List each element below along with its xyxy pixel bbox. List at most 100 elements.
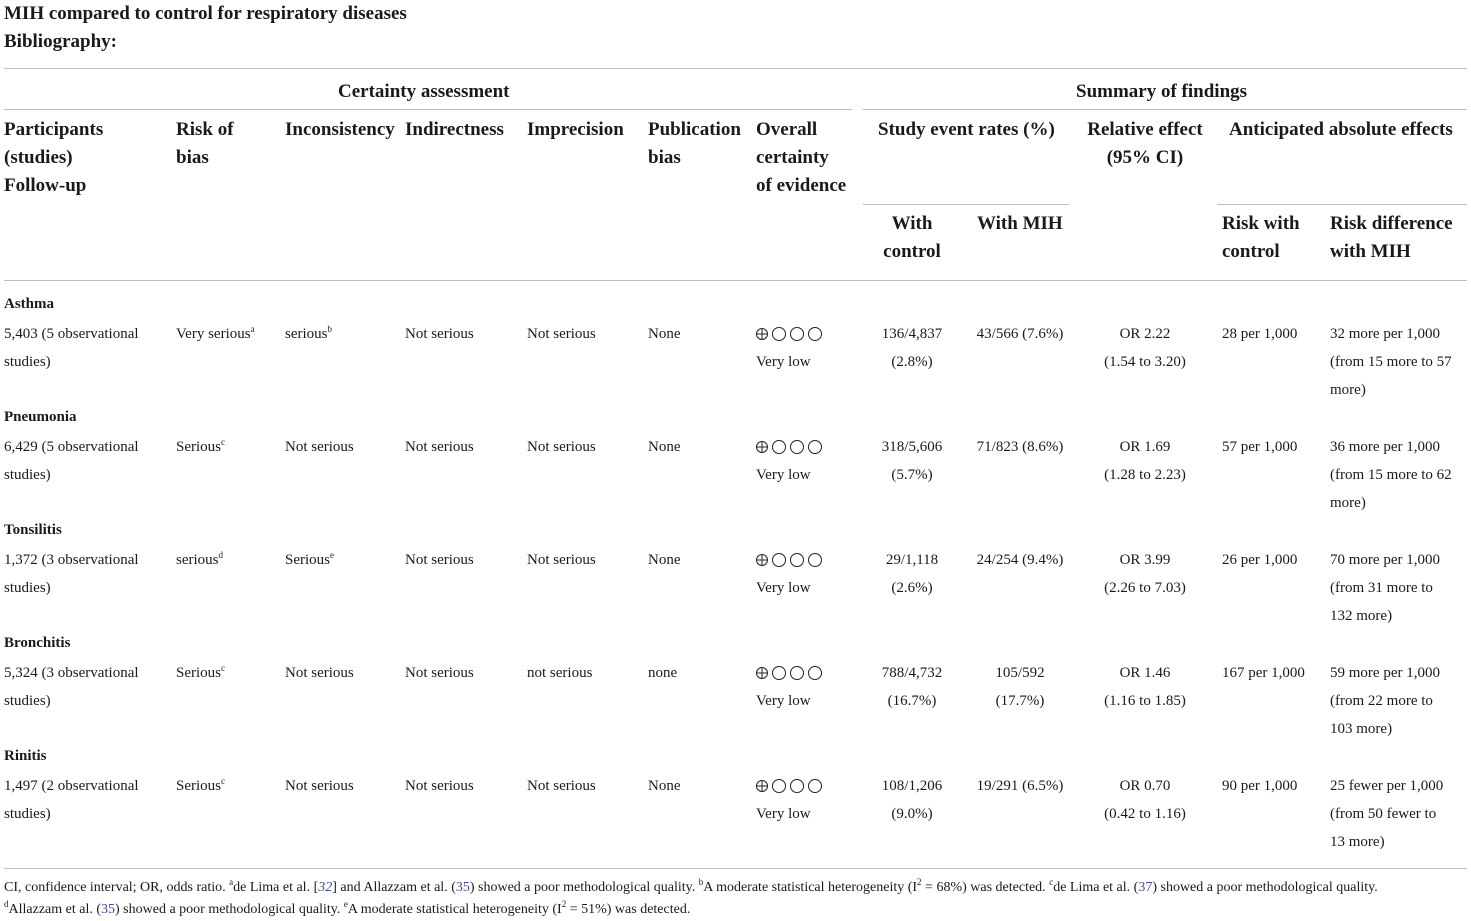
risk-of-bias-text: Serious xyxy=(176,778,221,794)
participants-cell: 5,403 (5 observational studies) xyxy=(4,320,139,376)
certainty-cell: Very low xyxy=(756,546,822,602)
participants-cell: 5,324 (3 observational studies) xyxy=(4,659,139,715)
participants-line: 5,324 (3 observational xyxy=(4,665,139,681)
ref-link-37[interactable]: 37 xyxy=(1138,880,1153,895)
with-mih-cell: 19/291 (6.5%) xyxy=(970,772,1070,800)
participants-line: studies) xyxy=(4,467,51,483)
publication-bias-cell: None xyxy=(648,439,681,455)
certainty-empty-circle-icon xyxy=(808,553,822,567)
imprecision-cell: Not serious xyxy=(527,778,596,794)
risk-of-bias-text: Very serious xyxy=(176,326,251,342)
with-control-line: 108/1,206 xyxy=(881,778,943,794)
with-control-cell: 136/4,837 (2.8%) xyxy=(862,320,962,376)
risk-of-bias-cell: Seriousc xyxy=(176,433,225,461)
certainty-empty-circle-icon xyxy=(790,553,804,567)
with-mih-line: 43/566 (7.6%) xyxy=(976,326,1064,342)
with-control-line: (9.0%) xyxy=(891,806,933,822)
with-control-line: 788/4,732 xyxy=(881,665,943,681)
table-caption: MIH compared to control for respiratory … xyxy=(4,0,407,56)
publication-bias-cell: None xyxy=(648,552,681,568)
summary-group-rule xyxy=(863,109,1467,110)
event-rates-subrule xyxy=(863,204,1069,205)
inconsistency-text: Serious xyxy=(285,552,330,568)
inconsistency-footnote-mark: b xyxy=(327,324,333,334)
certainty-label: Very low xyxy=(756,580,811,596)
table-bottom-rule xyxy=(4,868,1467,869)
certainty-rating-icon xyxy=(756,433,822,461)
with-control-line: (2.8%) xyxy=(891,354,933,370)
risk-of-bias-cell: Seriousc xyxy=(176,772,225,800)
with-control-cell: 108/1,206 (9.0%) xyxy=(862,772,962,828)
ref-link-35-b[interactable]: 35 xyxy=(101,902,116,917)
with-control-line: (16.7%) xyxy=(887,693,937,709)
relative-effect-cell: OR 3.99 (2.26 to 7.03) xyxy=(1081,546,1209,602)
inconsistency-cell: Seriouse xyxy=(285,546,334,574)
certainty-plus-circle-icon xyxy=(756,441,768,453)
risk-of-bias-text: serious xyxy=(176,552,219,568)
certainty-rating-icon xyxy=(756,546,822,574)
inconsistency-cell: Not serious xyxy=(285,772,354,800)
participants-cell: 1,372 (3 observational studies) xyxy=(4,546,139,602)
with-mih-line: 24/254 (9.4%) xyxy=(976,552,1064,568)
risk-difference-line: 70 more per 1,000 xyxy=(1330,552,1440,568)
imprecision-cell: Not serious xyxy=(527,552,596,568)
with-control-cell: 788/4,732 (16.7%) xyxy=(862,659,962,715)
header-bottom-rule xyxy=(4,280,1467,281)
risk-with-control-cell: 57 per 1,000 xyxy=(1222,439,1298,455)
risk-of-bias-footnote-mark: a xyxy=(250,324,255,334)
with-control-cell: 318/5,606 (5.7%) xyxy=(862,433,962,489)
relative-effect-line: OR 3.99 xyxy=(1119,552,1171,568)
participants-line: 6,429 (5 observational xyxy=(4,439,139,455)
risk-of-bias-text: Serious xyxy=(176,439,221,455)
risk-of-bias-footnote-mark: c xyxy=(221,437,225,447)
header-study-event-rates: Study event rates (%) xyxy=(878,119,1055,140)
relative-effect-line: OR 1.69 xyxy=(1119,439,1171,455)
participants-cell: 1,497 (2 observational studies) xyxy=(4,772,139,828)
with-control-cell: 29/1,118 (2.6%) xyxy=(862,546,962,602)
header-with-mih: With MIH xyxy=(977,213,1063,234)
certainty-plus-circle-icon xyxy=(756,554,768,566)
with-mih-cell: 105/592 (17.7%) xyxy=(970,659,1070,715)
inconsistency-cell: Not serious xyxy=(285,433,354,461)
participants-line: studies) xyxy=(4,580,51,596)
ref-link-32[interactable]: 32 xyxy=(318,880,333,895)
with-mih-cell: 43/566 (7.6%) xyxy=(970,320,1070,348)
risk-difference-line: 103 more) xyxy=(1330,721,1393,737)
with-control-line: (5.7%) xyxy=(891,467,933,483)
table-footnote: CI, confidence interval; OR, odds ratio.… xyxy=(4,877,1467,921)
risk-difference-line: 132 more) xyxy=(1330,608,1393,624)
certainty-cell: Very low xyxy=(756,659,822,715)
publication-bias-cell: None xyxy=(648,778,681,794)
inconsistency-text: Not serious xyxy=(285,439,354,455)
inconsistency-text: Not serious xyxy=(285,665,354,681)
condition-label: Rinitis xyxy=(4,748,47,764)
table-top-rule xyxy=(4,68,1467,69)
certainty-empty-circle-icon xyxy=(790,779,804,793)
risk-difference-line: 25 fewer per 1,000 xyxy=(1330,778,1444,794)
certainty-label: Very low xyxy=(756,467,811,483)
inconsistency-cell: Not serious xyxy=(285,659,354,687)
risk-of-bias-text: Serious xyxy=(176,665,221,681)
participants-line: studies) xyxy=(4,354,51,370)
risk-difference-cell: 36 more per 1,000 (from 15 more to 62 more… xyxy=(1330,433,1452,517)
header-anticipated-effects: Anticipated absolute effects xyxy=(1229,119,1453,140)
with-control-line: 29/1,118 xyxy=(885,552,939,568)
ref-link-35[interactable]: 35 xyxy=(455,880,470,895)
certainty-empty-circle-icon xyxy=(790,440,804,454)
inconsistency-cell: seriousb xyxy=(285,320,332,348)
indirectness-cell: Not serious xyxy=(405,439,474,455)
indirectness-cell: Not serious xyxy=(405,665,474,681)
condition-label: Asthma xyxy=(4,296,55,312)
absolute-effects-subrule xyxy=(1217,204,1467,205)
relative-effect-line: (1.54 to 3.20) xyxy=(1104,354,1186,370)
condition-label: Bronchitis xyxy=(4,635,71,651)
certainty-empty-circle-icon xyxy=(772,666,786,680)
publication-bias-cell: None xyxy=(648,326,681,342)
risk-difference-line: 13 more) xyxy=(1330,834,1385,850)
risk-difference-line: (from 15 more to 57 xyxy=(1330,354,1452,370)
group-certainty-assessment: Certainty assessment xyxy=(338,81,510,102)
inconsistency-footnote-mark: e xyxy=(330,550,334,560)
certainty-empty-circle-icon xyxy=(808,779,822,793)
header-inconsistency: Inconsistency xyxy=(285,119,395,140)
risk-with-control-cell: 167 per 1,000 xyxy=(1222,665,1305,681)
